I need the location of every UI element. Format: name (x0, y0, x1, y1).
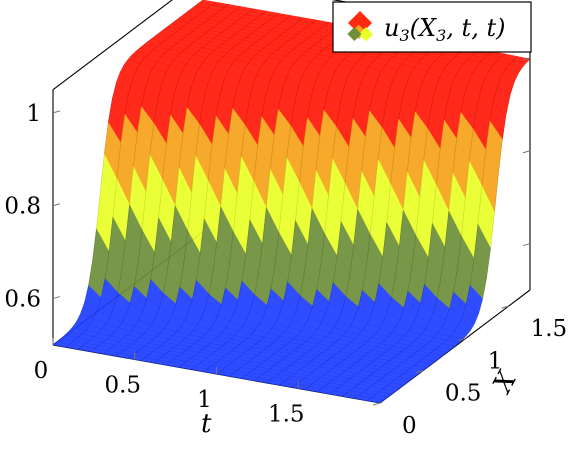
mesh-line (253, 35, 405, 382)
mesh-line (241, 32, 392, 379)
mesh-line (65, 1, 216, 348)
mesh-line (191, 24, 342, 370)
z-tick-back (522, 57, 531, 61)
y-tick (415, 370, 423, 374)
mesh-line (279, 39, 430, 386)
y-tick-label: 1.5 (531, 316, 568, 342)
mesh-line (52, 0, 204, 346)
mesh-line (77, 3, 229, 350)
z-tick (52, 203, 61, 207)
z-tick-back (522, 150, 531, 154)
tick-marks (52, 57, 531, 406)
z-tick-label: 0.8 (4, 194, 41, 220)
y-tick-label: 0 (402, 413, 417, 439)
y-tick-label: 1 (488, 348, 503, 374)
mesh-line (140, 15, 292, 361)
mesh-line (178, 21, 330, 368)
legend-swatch-icon (347, 11, 374, 42)
x-tick-label: 0 (34, 358, 49, 384)
y-tick (458, 337, 466, 341)
z-tick (52, 296, 61, 300)
y-tick (372, 402, 381, 406)
x-tick-label: 0.5 (104, 373, 141, 399)
legend-label: u3(X3, t, t) (384, 14, 505, 45)
x-axis-label: t (201, 409, 212, 439)
z-tick-back (522, 243, 531, 247)
mesh-line (316, 46, 468, 393)
mesh-line (115, 10, 267, 357)
z-tick (52, 110, 61, 114)
mesh-line (266, 37, 418, 384)
mesh-line (203, 26, 355, 373)
mesh-line (379, 58, 531, 404)
mesh-line (329, 48, 480, 395)
surface (52, 0, 531, 404)
top-left-edge (52, 0, 173, 91)
z-tick-label: 0.6 (4, 287, 41, 313)
x-tick-label: 1 (197, 387, 212, 413)
mesh-line (291, 41, 443, 388)
mesh-line (128, 12, 279, 359)
z-tick-label: 1 (26, 101, 41, 127)
mesh-line (90, 6, 241, 352)
tick-labels: 00.511.5 00.511.50.60.81 (4, 101, 567, 439)
legend: u3(X3, t, t) (332, 1, 532, 53)
mesh-line (165, 19, 317, 366)
mesh-line (304, 44, 455, 390)
mesh-line (367, 56, 518, 402)
mesh-line (153, 17, 304, 364)
surface-patch (366, 397, 385, 404)
mesh-line (342, 51, 493, 397)
mesh-line (354, 53, 506, 399)
x-tick-label: 1.5 (268, 402, 305, 428)
y-tick-label: 0.5 (445, 381, 482, 407)
mesh-line (103, 8, 254, 355)
y-tick (501, 305, 509, 309)
